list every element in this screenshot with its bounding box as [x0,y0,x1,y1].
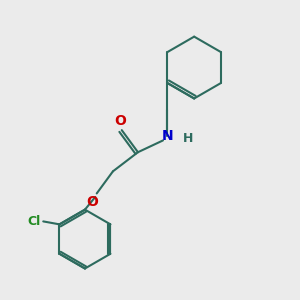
Text: O: O [86,195,98,209]
Text: Cl: Cl [28,215,41,228]
Text: O: O [114,114,126,128]
Text: H: H [183,133,193,146]
Text: N: N [162,129,173,143]
